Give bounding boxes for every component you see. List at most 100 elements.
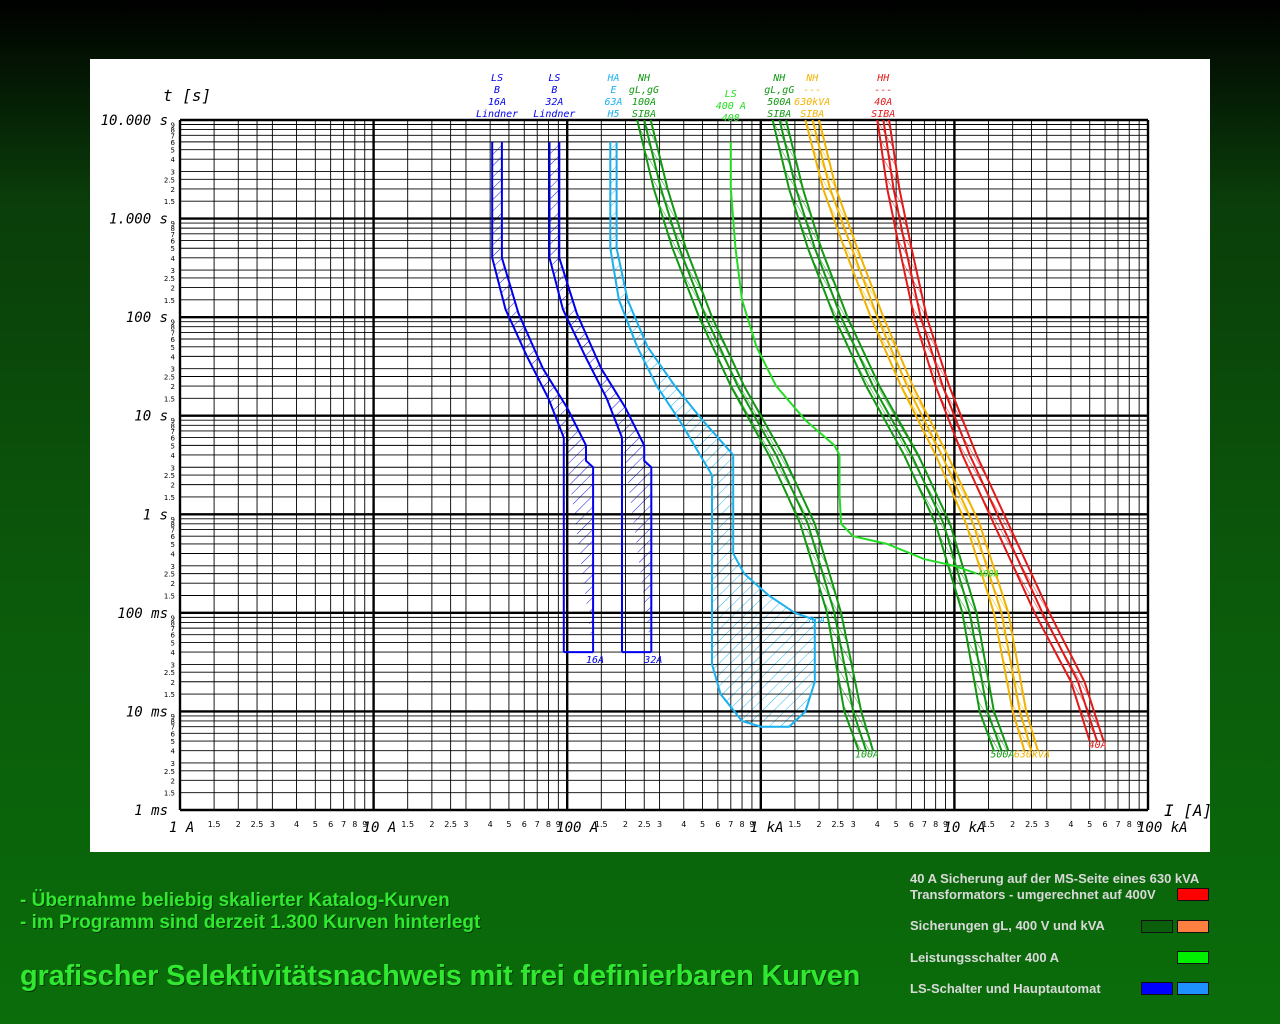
series-label-ls-b-32a-lindner-3: Lindner (533, 109, 575, 120)
band-hh-40a-siba (877, 120, 1104, 742)
y-tick-label: 100 ms (117, 606, 168, 622)
x-minor-tick-label: 2.5 (251, 820, 264, 829)
series-bottom-label-nh-gl-gg-500a-siba: 500A (990, 750, 1014, 761)
y-minor-tick-label: 8 (171, 127, 175, 135)
y-minor-tick-label: 1.5 (164, 395, 175, 403)
series-label-nh-gl-gg-100a-siba-0: NH (637, 73, 651, 84)
y-minor-tick-label: 9 (171, 614, 175, 622)
x-minor-tick-label: 2.5 (831, 820, 844, 829)
y-minor-tick-label: 8 (171, 422, 175, 430)
series-label-hh-40a-siba-3: SIBA (871, 109, 895, 120)
x-minor-tick-label: 7 (728, 820, 733, 829)
y-minor-tick-label: 9 (171, 713, 175, 721)
curve-ls-b-32a-lindner-min (548, 141, 623, 438)
x-minor-tick-label: 3 (463, 820, 468, 829)
chart-panel: 1.5 2 2.5 3 4 5 6 7 8 9 1.5 2 2.5 3 4 5 6 7 8 9 1.5 2 2.5 3 4 5 6 7… (90, 59, 1210, 852)
x-minor-tick-label: 4 (294, 820, 299, 829)
legend-swatch-breaker (1177, 951, 1209, 964)
curve-ls-400-a-0 (729, 141, 977, 575)
series-bottom-label-ls-b-16a-lindner: 16A (586, 655, 604, 666)
x-minor-tick-label: 4 (1068, 820, 1073, 829)
x-minor-tick-label: 6 (522, 820, 527, 829)
series-label-nh-gl-gg-100a-siba-1: gL,gG (629, 85, 659, 96)
curve-ls-b-32a-lindner-max (558, 141, 653, 653)
y-minor-tick-label: 7 (171, 329, 175, 337)
y-minor-tick-label: 9 (171, 417, 175, 425)
legend-swatch-ls-switch (1141, 982, 1173, 995)
y-minor-tick-label: 3 (171, 464, 175, 472)
series-label-nh-630kva-siba-0: NH (805, 73, 819, 84)
series-label-ls-b-32a-lindner-0: LS (548, 73, 560, 84)
x-minor-tick-label: 3 (657, 820, 662, 829)
x-minor-tick-label: 5 (313, 820, 318, 829)
y-minor-tick-label: 5 (171, 344, 175, 352)
y-minor-tick-label: 4 (171, 649, 176, 657)
x-minor-tick-label: 1.5 (208, 820, 221, 829)
y-minor-tick-label: 7 (171, 132, 175, 140)
curve-nh-gl-gg-500a-siba-2 (785, 119, 1010, 752)
y-tick-label: 100 s (126, 310, 168, 326)
series-label-nh-gl-gg-100a-siba-2: 100A (632, 97, 656, 108)
y-minor-tick-label: 1.5 (164, 592, 175, 600)
x-minor-tick-label: 2 (817, 820, 822, 829)
curve-ha-e-63a-max (615, 141, 816, 728)
series-label-ls-b-32a-lindner-2: 32A (544, 97, 563, 108)
x-minor-tick-label: 7 (922, 820, 927, 829)
legend-swatch-gl-fuse (1141, 920, 1173, 933)
curve-ls-b-16a-lindner-min (491, 141, 565, 438)
y-minor-tick-label: 5 (171, 541, 175, 549)
x-minor-tick-label: 2.5 (444, 820, 457, 829)
y-tick-label: 10 ms (126, 704, 168, 720)
x-minor-tick-label: 3 (1044, 820, 1049, 829)
x-axis-label: I [A] (1164, 801, 1210, 820)
x-minor-tick-label: 2 (1010, 820, 1015, 829)
series-bottom-label-nh-630kva-siba: 630kVA (1014, 750, 1050, 761)
y-minor-tick-label: 2 (171, 580, 175, 588)
curve-nh-630kva-siba-2 (818, 119, 1039, 751)
series-bottom-label-nh-gl-gg-100a-siba: 100A (855, 750, 879, 761)
series-label-nh-gl-gg-100a-siba-3: SIBA (632, 109, 656, 120)
series-label-ls-400-a-2: 408 (722, 113, 740, 124)
series-label-hh-40a-siba-1: --- (874, 85, 892, 96)
y-minor-tick-label: 5 (171, 738, 175, 746)
series-label-nh-630kva-siba-1: --- (803, 85, 821, 96)
series-label-ls-400-a-0: LS (725, 89, 737, 100)
legend-swatch-ms-fuse (1177, 888, 1209, 901)
y-minor-tick-label: 2 (171, 186, 175, 194)
y-minor-tick-label: 3 (171, 169, 175, 177)
y-minor-tick-label: 6 (171, 139, 176, 147)
y-minor-tick-label: 1.5 (164, 198, 175, 206)
x-minor-tick-label: 6 (1103, 820, 1108, 829)
x-minor-tick-label: 2 (623, 820, 628, 829)
series-label-nh-630kva-siba-3: SIBA (800, 109, 824, 120)
x-minor-tick-label: 3 (851, 820, 856, 829)
x-minor-tick-label: 6 (715, 820, 720, 829)
series-label-ls-b-32a-lindner-1: B (551, 85, 557, 96)
y-tick-label: 10 s (134, 409, 168, 425)
x-minor-tick-label: 5 (700, 820, 705, 829)
x-minor-tick-label: 1.5 (789, 820, 802, 829)
x-tick-label: 100 A (556, 820, 598, 836)
legend-label-breaker: Leistungsschalter 400 A (910, 950, 1060, 965)
x-minor-tick-label: 8 (933, 820, 938, 829)
y-minor-tick-label: 3 (171, 760, 175, 768)
series-label-ls-b-16a-lindner-3: Lindner (476, 109, 518, 120)
y-minor-tick-label: 7 (171, 527, 175, 535)
y-minor-tick-label: 3 (171, 661, 175, 669)
y-minor-tick-label: 8 (171, 521, 175, 529)
y-minor-tick-label: 2 (171, 482, 175, 490)
series-label-ha-e-63a-3: H5 (606, 109, 619, 120)
curve-hh-40a-siba-1 (882, 119, 1098, 742)
x-minor-tick-label: 7 (341, 820, 346, 829)
series-label-ha-e-63a-0: HA (606, 73, 619, 84)
y-minor-tick-label: 4 (171, 353, 176, 361)
x-minor-tick-label: 6 (909, 820, 914, 829)
y-tick-label: 10.000 s (101, 113, 168, 129)
y-tick-label: 1 s (143, 507, 168, 523)
series-label-ha-e-63a-1: E (610, 85, 616, 96)
legend-swatch-main-breaker (1177, 982, 1209, 995)
y-minor-tick-label: 4 (171, 156, 176, 164)
curve-hh-40a-siba-2 (888, 119, 1105, 742)
y-minor-tick-label: 7 (171, 724, 175, 732)
x-minor-tick-label: 9 (943, 820, 948, 829)
